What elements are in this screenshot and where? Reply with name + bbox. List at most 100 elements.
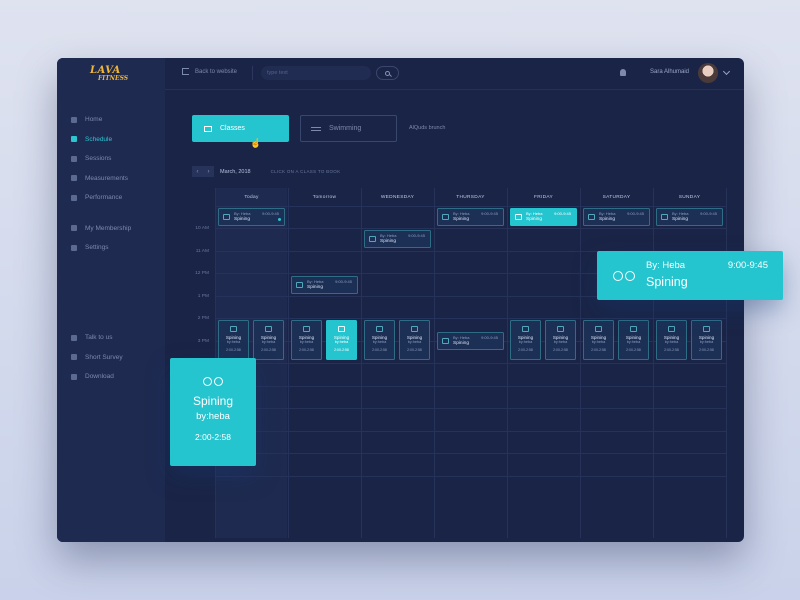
popup-instructor: by:heba xyxy=(196,411,230,422)
clipboard-icon xyxy=(71,354,77,361)
class-card[interactable]: Spining by:heba 2:00-2:58 xyxy=(583,320,614,360)
tab-classes[interactable]: Classes xyxy=(192,115,289,142)
search-button[interactable] xyxy=(376,66,399,80)
popup-time: 2:00-2:58 xyxy=(195,432,231,442)
card-instructor: by:heba xyxy=(553,340,568,345)
sidebar-item-label: Short Survey xyxy=(85,353,123,361)
event-instructor: By: Heba xyxy=(453,211,470,216)
class-card[interactable]: Spining by:heba 2:00-2:58 xyxy=(399,320,430,360)
bike-icon xyxy=(595,326,602,332)
card-instructor: by:heba xyxy=(299,340,314,345)
class-event[interactable]: By: Heba 9:00-9:45 Spining xyxy=(656,208,723,226)
card-name: Spining xyxy=(698,335,715,340)
next-month-button[interactable]: › xyxy=(203,166,214,177)
class-card[interactable]: Spining by:heba 2:00-2:58 xyxy=(510,320,541,360)
bike-icon xyxy=(630,326,637,332)
card-name: Spining xyxy=(260,335,277,340)
search-input[interactable] xyxy=(261,66,371,80)
class-popup-card[interactable]: Spining by:heba 2:00-2:58 xyxy=(170,358,256,466)
sidebar-item-schedule[interactable]: Schedule xyxy=(71,130,131,150)
class-card[interactable]: Spining by:heba 2:00-2:58 xyxy=(218,320,249,360)
sidebar-item-download[interactable]: Download xyxy=(71,367,123,387)
card-time: 2:00-2:58 xyxy=(591,347,606,352)
sidebar-item-performance[interactable]: Performance xyxy=(71,188,131,208)
class-card[interactable]: Spining by:heba 2:00-2:58 xyxy=(364,320,395,360)
sidebar-item-sessions[interactable]: Sessions xyxy=(71,149,131,169)
event-name: Spining xyxy=(599,217,616,222)
sidebar-item-home[interactable]: Home xyxy=(71,110,131,130)
class-event[interactable]: By: Heba 9:00-9:45 Spining xyxy=(583,208,650,226)
tab-classes-label: Classes xyxy=(220,125,245,132)
grid-row-line xyxy=(215,250,726,252)
grid-row-line xyxy=(215,408,726,409)
avatar[interactable] xyxy=(698,63,718,83)
event-instructor: By: Heba xyxy=(599,211,616,216)
prev-month-button[interactable]: ‹ xyxy=(192,166,203,177)
class-event[interactable]: By: Heba 9:00-9:45 Spining xyxy=(364,230,431,248)
card-instructor: by:heba xyxy=(226,340,241,345)
event-time: 9:00-9:45 xyxy=(481,211,498,216)
event-time: 9:00-9:45 xyxy=(554,211,571,216)
bike-icon xyxy=(442,214,449,220)
class-event[interactable]: By: Heba 9:00-9:45 Spining xyxy=(510,208,577,226)
card-name: Spining xyxy=(625,335,642,340)
bike-icon xyxy=(338,326,345,332)
booking-hint: CLICK ON A CLASS TO BOOK xyxy=(270,169,341,174)
current-month: March, 2018 xyxy=(220,168,251,175)
card-name: Spining xyxy=(333,335,350,340)
class-event[interactable]: By: Heba 9:00-9:45 Spining xyxy=(218,208,285,226)
card-time: 2:00-2:58 xyxy=(334,347,349,352)
bike-icon xyxy=(265,326,272,332)
day-header: WEDNESDAY xyxy=(380,194,415,200)
class-card[interactable]: Spining by:heba 2:00-2:58 xyxy=(326,320,357,360)
class-event[interactable]: By: Heba 9:00-9:45 Spining xyxy=(291,276,358,294)
chevron-down-icon[interactable] xyxy=(722,67,731,76)
bike-icon xyxy=(303,326,310,332)
class-popup-event[interactable]: By: Heba 9:00-9:45 Spining xyxy=(597,251,783,300)
sidebar-item-talk[interactable]: Talk to us xyxy=(71,328,123,348)
sidebar-item-survey[interactable]: Short Survey xyxy=(71,348,123,368)
card-instructor: by:heba xyxy=(626,340,641,345)
event-name: Spining xyxy=(526,217,543,222)
scale-icon xyxy=(71,175,77,182)
tab-swimming[interactable]: Swimming xyxy=(300,115,397,142)
card-icon xyxy=(71,225,77,232)
class-event[interactable]: By: Heba 9:00-9:45 Spining xyxy=(437,332,504,350)
back-to-website-link[interactable]: Back to website xyxy=(182,68,237,75)
class-card[interactable]: Spining by:heba 2:00-2:58 xyxy=(253,320,284,360)
card-time: 2:00-2:58 xyxy=(407,347,422,352)
branch-label[interactable]: AlQuds brunch xyxy=(409,125,446,131)
sidebar-item-membership[interactable]: My Membership xyxy=(71,219,131,239)
sidebar-item-settings[interactable]: Settings xyxy=(71,238,131,258)
card-time: 2:00-2:58 xyxy=(261,347,276,352)
bike-icon xyxy=(230,326,237,332)
calendar-icon xyxy=(71,136,77,143)
bell-icon[interactable] xyxy=(620,69,626,76)
sidebar-item-measurements[interactable]: Measurements xyxy=(71,169,131,189)
class-event[interactable]: By: Heba 9:00-9:45 Spining xyxy=(437,208,504,226)
bike-icon xyxy=(411,326,418,332)
card-time: 2:00-2:58 xyxy=(372,347,387,352)
event-time: 9:00-9:45 xyxy=(481,335,498,340)
bike-icon xyxy=(369,236,376,242)
bike-icon xyxy=(442,338,449,344)
class-card[interactable]: Spining by:heba 2:00-2:58 xyxy=(691,320,722,360)
tab-swimming-label: Swimming xyxy=(329,125,362,132)
logo[interactable]: LAVA FITNESS xyxy=(90,66,128,82)
logo-text-main: LAVA xyxy=(90,65,121,76)
class-card[interactable]: Spining by:heba 2:00-2:58 xyxy=(656,320,687,360)
bike-icon xyxy=(668,326,675,332)
gauge-icon xyxy=(71,194,77,201)
event-time: 9:00-9:45 xyxy=(700,211,717,216)
class-card[interactable]: Spining by:heba 2:00-2:58 xyxy=(291,320,322,360)
class-card[interactable]: Spining by:heba 2:00-2:58 xyxy=(545,320,576,360)
day-header: Today xyxy=(244,194,259,200)
grid-header-line xyxy=(215,206,726,207)
event-instructor: By: Heba xyxy=(307,279,324,284)
grid-row-line xyxy=(215,295,726,297)
class-card[interactable]: Spining by:heba 2:00-2:58 xyxy=(618,320,649,360)
event-name: Spining xyxy=(380,239,397,244)
card-name: Spining xyxy=(517,335,534,340)
user-name[interactable]: Sara Alhumaid xyxy=(650,69,690,75)
sidebar: LAVA FITNESS Home Schedule Sessions Meas… xyxy=(57,58,165,542)
